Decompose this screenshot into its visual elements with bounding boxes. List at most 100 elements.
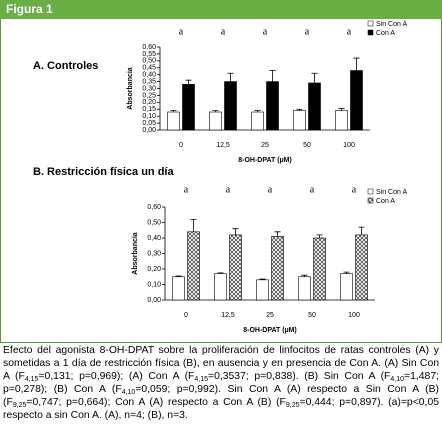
chart-title: A. Controles xyxy=(33,60,98,72)
chart-title: B. Restricción física un día xyxy=(33,166,174,178)
x-tick-label: 50 xyxy=(308,312,316,319)
y-tick-label: 0,15 xyxy=(142,106,156,113)
error-bar xyxy=(259,278,266,280)
error-bar xyxy=(227,72,234,82)
x-tick-label: 25 xyxy=(266,312,274,319)
error-bar xyxy=(343,271,350,274)
bar xyxy=(335,110,348,131)
caption-subscript: 4,15 xyxy=(24,375,39,383)
bar xyxy=(298,276,311,301)
bar xyxy=(187,231,200,301)
error-bar xyxy=(311,72,318,83)
bar xyxy=(229,234,242,301)
bar xyxy=(266,81,279,131)
y-tick-label: 0,30 xyxy=(147,250,161,257)
caption-text: =0,131; p=0,969); (A) Con A (F xyxy=(38,370,195,382)
y-tick-label: 0,50 xyxy=(142,58,156,65)
legend-swatch xyxy=(367,29,374,36)
legend-label: Sin Con A xyxy=(376,21,407,28)
y-tick-label: 0,40 xyxy=(147,235,161,242)
bar xyxy=(308,82,321,131)
y-tick-label: 0,20 xyxy=(147,266,161,273)
legend-swatch xyxy=(367,197,374,204)
bar xyxy=(350,70,363,131)
error-bar xyxy=(175,275,182,277)
figure-label: Figura 1 xyxy=(6,2,53,16)
annotation: a xyxy=(352,184,357,195)
bar xyxy=(172,276,185,301)
legend-swatch xyxy=(367,188,374,195)
bar xyxy=(340,273,353,301)
y-tick-label: 0,50 xyxy=(147,219,161,226)
error-bar xyxy=(358,226,365,235)
legend-label: Con A xyxy=(376,198,395,205)
caption: Efecto del agonista 8-OH-DPAT sobre la p… xyxy=(3,345,439,422)
annotation: a xyxy=(305,26,310,37)
y-tick-label: 0,10 xyxy=(147,281,161,288)
error-bar xyxy=(296,108,303,111)
x-tick-label: 100 xyxy=(343,142,355,149)
bar xyxy=(271,236,284,301)
error-bar xyxy=(190,219,197,232)
legend-label: Con A xyxy=(376,30,395,37)
y-tick-label: 0,55 xyxy=(142,51,156,58)
error-bar xyxy=(217,272,224,274)
y-tick-label: 0,35 xyxy=(142,78,156,85)
error-bar xyxy=(170,110,177,113)
header-bar xyxy=(0,0,442,19)
bar xyxy=(182,84,195,131)
y-tick-label: 0,30 xyxy=(142,85,156,92)
y-axis-label: Absorbancia xyxy=(127,67,134,110)
error-bar xyxy=(254,110,261,113)
annotation: a xyxy=(268,184,273,195)
bar xyxy=(293,110,306,131)
error-bar xyxy=(353,57,360,71)
bar xyxy=(224,81,237,131)
error-bar xyxy=(269,70,276,82)
error-bar xyxy=(301,274,308,277)
legend-label: Sin Con A xyxy=(376,189,407,196)
chart-panel: Figura 1 A. Controles0,000,050,100,150,2… xyxy=(0,0,442,343)
error-bar xyxy=(185,79,192,85)
y-tick-label: 0,00 xyxy=(147,297,161,304)
caption-subscript: 4,10 xyxy=(121,388,136,396)
bar xyxy=(251,111,264,131)
y-tick-label: 0,45 xyxy=(142,65,156,72)
x-tick-label: 100 xyxy=(348,312,360,319)
bar xyxy=(167,111,180,131)
y-tick-label: 0,40 xyxy=(142,72,156,79)
bar xyxy=(313,237,326,301)
x-axis-label: 8-OH-DPAT (µM) xyxy=(238,157,292,164)
bar xyxy=(214,273,227,301)
annotation: a xyxy=(347,26,352,37)
y-tick-label: 0,60 xyxy=(142,44,156,51)
y-tick-label: 0,10 xyxy=(142,113,156,120)
x-tick-label: 12,5 xyxy=(216,142,230,149)
bar xyxy=(355,234,368,301)
annotation: a xyxy=(263,26,268,37)
caption-text: =1,487; p=0,278); (B) Con A (F xyxy=(3,370,439,395)
caption-text: =0,747; p=0,664); Con A (A) respecto a C… xyxy=(26,396,286,408)
y-tick-label: 0,60 xyxy=(147,204,161,211)
caption-text: Efecto del agonista 8-OH-DPAT sobre la p… xyxy=(3,345,439,382)
y-axis-label: Absorbancia xyxy=(132,232,139,275)
annotation: a xyxy=(310,184,315,195)
annotation: a xyxy=(221,26,226,37)
error-bar xyxy=(316,234,323,238)
y-tick-label: 0,25 xyxy=(142,92,156,99)
caption-subscript: 4,15 xyxy=(194,375,209,383)
x-tick-label: 12,5 xyxy=(221,312,235,319)
x-tick-label: 50 xyxy=(303,142,311,149)
x-tick-label: 0 xyxy=(184,312,188,319)
annotation: a xyxy=(184,184,189,195)
caption-text: =0,059; p=0,992). Sin Con A (A) respecto… xyxy=(3,383,439,408)
x-tick-label: 0 xyxy=(179,142,183,149)
bar xyxy=(256,279,269,301)
x-axis-label: 8-OH-DPAT (µM) xyxy=(243,327,297,334)
caption-subscript: 4,10 xyxy=(390,375,405,383)
error-bar xyxy=(274,231,281,237)
annotation: a xyxy=(226,184,231,195)
y-tick-label: 0,05 xyxy=(142,120,156,127)
error-bar xyxy=(232,228,239,235)
